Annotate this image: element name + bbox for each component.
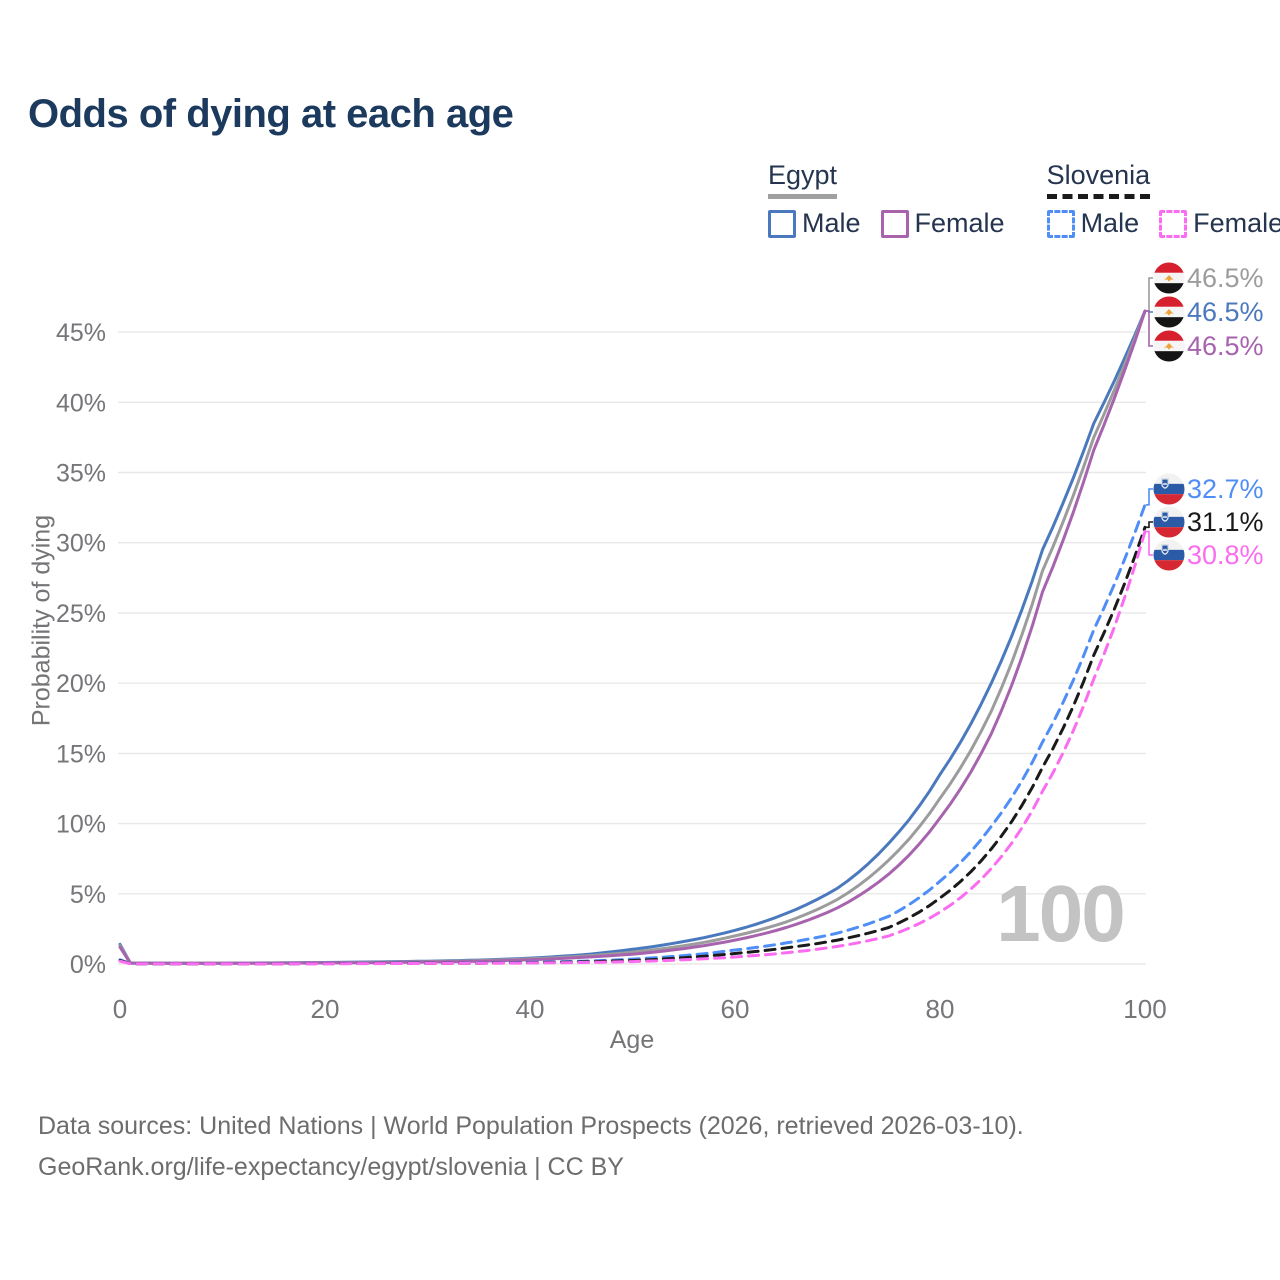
end-label-slovenia-male: 32.7% [1146, 473, 1264, 506]
egypt-female-swatch-icon[interactable] [880, 209, 909, 238]
legend-country-slovenia[interactable]: Slovenia [1046, 160, 1151, 199]
legend-item-egypt-female[interactable]: Female [880, 208, 1005, 239]
line-slovenia-both[interactable] [118, 525, 1147, 966]
legend-item-label: Female [914, 208, 1005, 238]
legend-group-slovenia: Slovenia Male Female [1046, 160, 1280, 239]
x-tick-label: 100 [1123, 994, 1166, 1024]
gridlines [118, 331, 1146, 965]
leader-line [1146, 277, 1153, 312]
legend-country-egypt[interactable]: Egypt [768, 160, 838, 199]
end-value-label: 46.5% [1187, 263, 1264, 293]
y-tick-label: 25% [56, 600, 106, 628]
footer-sources-line: Data sources: United Nations | World Pop… [38, 1112, 1024, 1140]
chart-legend: Egypt Male Female Slovenia Male Female [768, 160, 1280, 239]
slovenia-male-swatch-icon[interactable] [1046, 209, 1075, 238]
y-axis-title: Probability of dying [27, 514, 56, 727]
egypt-eagle-emblem [1164, 343, 1174, 350]
legend-item-slovenia-female[interactable]: Female [1159, 208, 1280, 239]
line-egypt-both[interactable] [118, 309, 1147, 965]
page-title: Odds of dying at each age [28, 92, 514, 136]
slovenia-flag-icon [1153, 539, 1185, 571]
end-label-slovenia-female: 30.8% [1146, 530, 1264, 571]
end-value-label: 31.1% [1187, 507, 1264, 537]
y-tick-label: 30% [56, 530, 106, 558]
y-tick-label: 20% [56, 670, 106, 698]
egypt-eagle-emblem [1164, 309, 1174, 316]
x-tick-label: 0 [113, 994, 127, 1024]
x-tick-label: 20 [311, 994, 340, 1024]
line-egypt-female[interactable] [118, 309, 1147, 965]
egypt-flag-icon [1153, 296, 1185, 328]
egypt-eagle-emblem [1164, 275, 1174, 282]
legend-item-label: Female [1193, 208, 1280, 238]
slovenia-flag-icon [1153, 473, 1185, 505]
end-value-label: 46.5% [1187, 297, 1264, 327]
y-tick-label: 5% [70, 881, 106, 909]
end-labels: 46.5% 46.5% 46.5% 32.7%31.1%30.8% [1146, 262, 1264, 571]
legend-item-label: Male [1080, 208, 1140, 238]
leader-line [1146, 488, 1153, 506]
end-label-slovenia-both: 31.1% [1146, 506, 1264, 538]
slovenia-female-swatch-icon[interactable] [1159, 209, 1188, 238]
end-label-egypt-male: 46.5% [1146, 296, 1264, 328]
end-value-label: 46.5% [1187, 331, 1264, 361]
end-value-label: 30.8% [1187, 540, 1264, 570]
x-tick-label: 60 [721, 994, 750, 1024]
y-tick-label: 35% [56, 460, 106, 488]
end-label-egypt-female: 46.5% [1146, 310, 1264, 362]
leader-line [1146, 530, 1153, 556]
y-axis-ticks: 0% 5% 10% 15% 20% 25% 30% 35% 40% 45% [56, 319, 106, 979]
line-egypt-male[interactable] [118, 309, 1147, 965]
triglav-mountain [1162, 481, 1168, 485]
leader-line [1146, 521, 1153, 529]
y-tick-label: 15% [56, 740, 106, 768]
leader-line [1146, 310, 1153, 347]
y-tick-label: 40% [56, 389, 106, 417]
y-tick-label: 45% [56, 319, 106, 347]
slovenia-flag-icon [1153, 506, 1185, 538]
legend-group-egypt: Egypt Male Female [768, 160, 1005, 239]
y-tick-label: 10% [56, 811, 106, 839]
end-label-egypt-both: 46.5% [1146, 262, 1264, 312]
x-axis-ticks: 0 20 40 60 80 100 [113, 994, 1167, 1024]
end-value-label: 32.7% [1187, 474, 1264, 504]
curves [118, 309, 1147, 966]
egypt-male-swatch-icon[interactable] [768, 209, 796, 238]
footer: Data sources: United Nations | World Pop… [38, 1106, 1240, 1188]
triglav-mountain [1162, 547, 1168, 551]
footer-attribution-line: GeoRank.org/life-expectancy/egypt/sloven… [38, 1153, 624, 1181]
egypt-flag-icon [1153, 262, 1185, 294]
x-tick-label: 40 [516, 994, 545, 1024]
y-tick-label: 0% [70, 951, 106, 979]
line-slovenia-female[interactable] [118, 530, 1147, 966]
triglav-mountain [1162, 514, 1168, 518]
legend-item-label: Male [802, 208, 861, 238]
x-tick-label: 80 [926, 994, 955, 1024]
legend-item-egypt-male[interactable]: Male [768, 208, 861, 239]
age-counter-watermark: 100 [996, 869, 1125, 958]
egypt-flag-icon [1153, 330, 1185, 362]
x-axis-title: Age [609, 1026, 655, 1054]
legend-item-slovenia-male[interactable]: Male [1046, 208, 1140, 239]
